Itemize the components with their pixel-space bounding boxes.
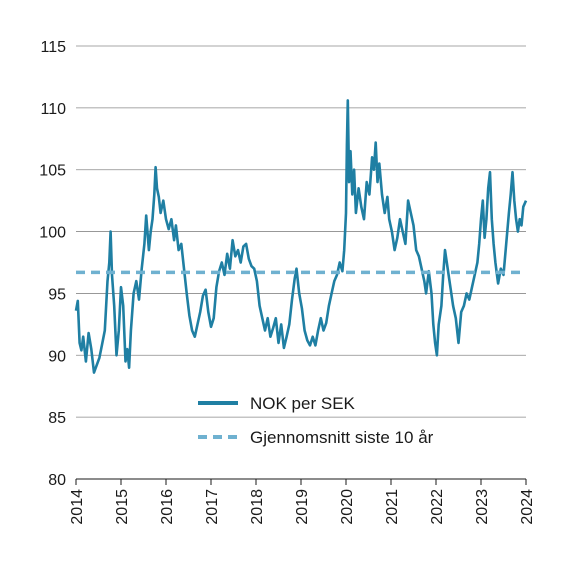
y-tick-label: 100 [39,225,66,242]
legend-label-nok-per-sek: NOK per SEK [250,394,356,413]
x-tick-label: 2015 [114,489,131,525]
x-axis: 2014 2015 2016 2017 2018 2019 2020 2021 2022 2023… [69,479,536,525]
x-tick-label: 2022 [429,489,446,525]
grid-lines [76,45,526,418]
y-tick-label: 110 [40,101,66,118]
y-tick-label: 90 [48,348,66,365]
x-tick-label: 2023 [474,489,491,525]
x-tick-label: 2020 [339,489,356,525]
y-tick-label: 105 [39,163,66,180]
plot-area [74,99,528,374]
x-tick-label: 2017 [204,489,221,525]
x-tick-label: 2014 [69,489,86,525]
y-tick-label: 80 [48,472,66,489]
x-tick-label: 2021 [384,489,401,525]
x-tick-label: 2018 [249,489,266,525]
x-tick-label: 2016 [159,489,176,525]
y-tick-label: 85 [48,410,66,427]
y-tick-label: 95 [48,286,66,303]
x-tick-label: 2019 [294,489,311,525]
y-axis: 80 85 90 95 100 105 110 115 [39,39,66,489]
legend: NOK per SEK Gjennomsnitt siste 10 år [198,394,434,447]
legend-label-average: Gjennomsnitt siste 10 år [250,428,434,447]
y-tick-label: 115 [40,39,66,56]
x-tick-label: 2024 [519,489,536,525]
series-line-nok-per-sek [74,99,528,374]
